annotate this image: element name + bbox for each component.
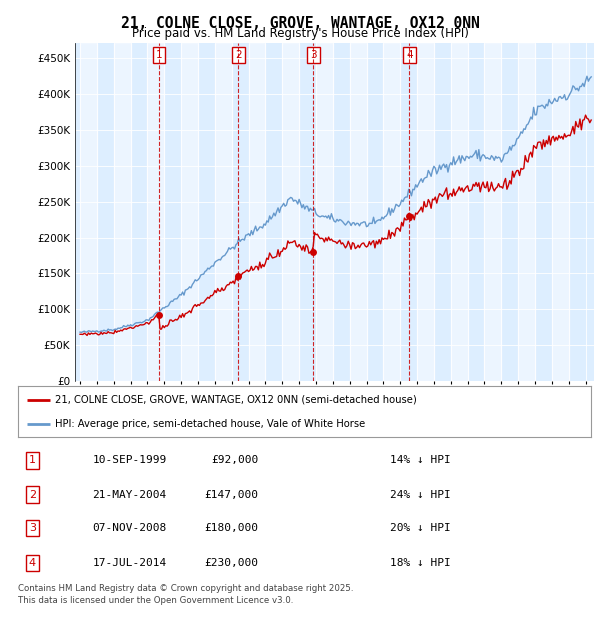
Text: HPI: Average price, semi-detached house, Vale of White Horse: HPI: Average price, semi-detached house,… [55,419,365,430]
Bar [282,43,299,381]
Text: 1: 1 [29,456,36,466]
Text: 24% ↓ HPI: 24% ↓ HPI [391,490,451,500]
Text: £230,000: £230,000 [205,558,259,568]
Text: 4: 4 [406,50,413,60]
Text: 2: 2 [235,50,242,60]
Text: 07-NOV-2008: 07-NOV-2008 [92,523,167,533]
Bar [417,43,434,381]
Text: 10-SEP-1999: 10-SEP-1999 [92,456,167,466]
Text: Contains HM Land Registry data © Crown copyright and database right 2025.: Contains HM Land Registry data © Crown c… [18,584,353,593]
Text: 14% ↓ HPI: 14% ↓ HPI [391,456,451,466]
Text: 1: 1 [156,50,163,60]
Text: 3: 3 [29,523,36,533]
Bar [248,43,265,381]
Bar [114,43,131,381]
Bar [552,43,569,381]
Bar [148,43,164,381]
Text: 21-MAY-2004: 21-MAY-2004 [92,490,167,500]
Bar [316,43,333,381]
Bar [451,43,467,381]
Bar [484,43,502,381]
Text: £147,000: £147,000 [205,490,259,500]
Text: Price paid vs. HM Land Registry's House Price Index (HPI): Price paid vs. HM Land Registry's House … [131,27,469,40]
Text: 20% ↓ HPI: 20% ↓ HPI [391,523,451,533]
Bar [181,43,198,381]
Text: £180,000: £180,000 [205,523,259,533]
Bar [215,43,232,381]
Text: This data is licensed under the Open Government Licence v3.0.: This data is licensed under the Open Gov… [18,596,293,606]
Bar [383,43,400,381]
Text: 4: 4 [29,558,36,568]
Bar [350,43,367,381]
Text: £92,000: £92,000 [211,456,259,466]
Text: 18% ↓ HPI: 18% ↓ HPI [391,558,451,568]
Text: 21, COLNE CLOSE, GROVE, WANTAGE, OX12 0NN: 21, COLNE CLOSE, GROVE, WANTAGE, OX12 0N… [121,16,479,30]
Text: 2: 2 [29,490,36,500]
Text: 17-JUL-2014: 17-JUL-2014 [92,558,167,568]
Bar [80,43,97,381]
Bar [518,43,535,381]
Text: 21, COLNE CLOSE, GROVE, WANTAGE, OX12 0NN (semi-detached house): 21, COLNE CLOSE, GROVE, WANTAGE, OX12 0N… [55,395,417,405]
Text: 3: 3 [310,50,317,60]
